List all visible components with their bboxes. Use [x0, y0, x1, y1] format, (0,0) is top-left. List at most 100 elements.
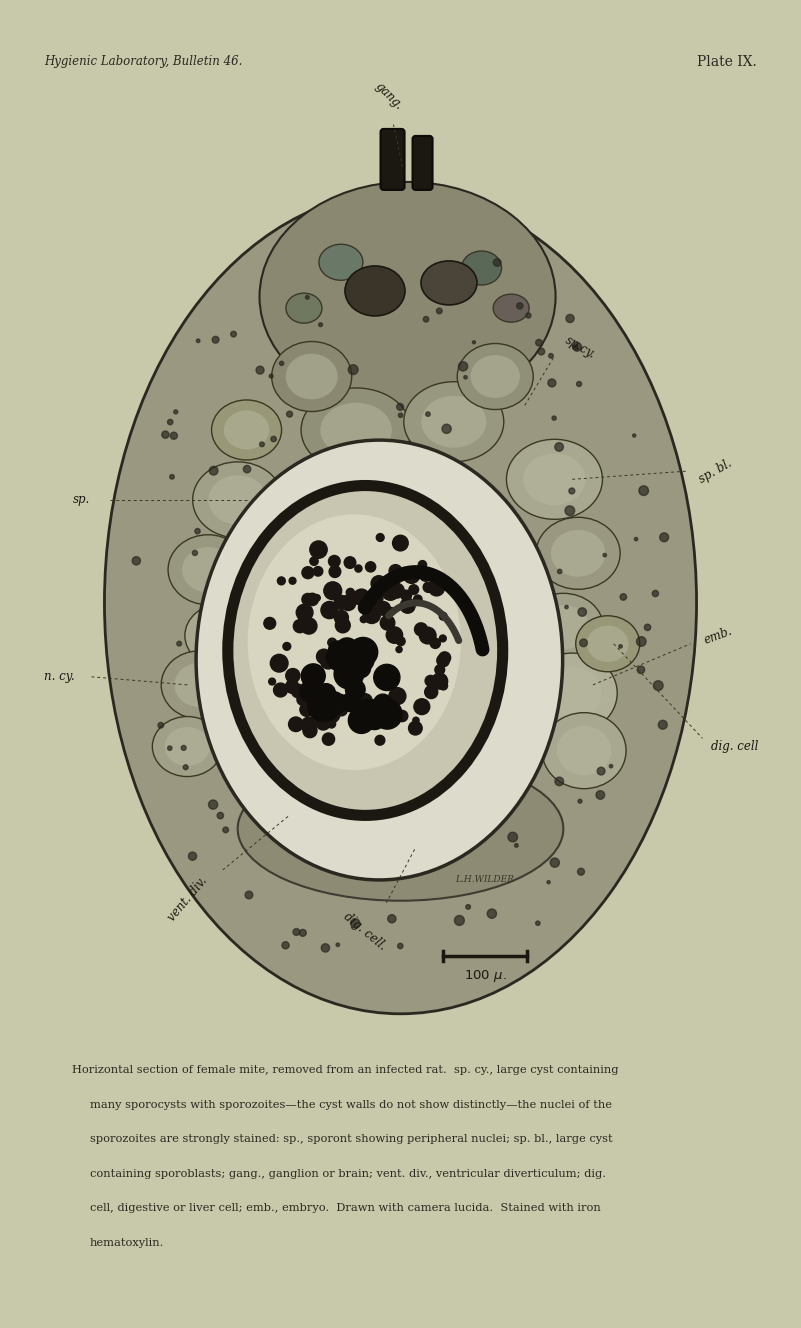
Circle shape	[376, 534, 384, 542]
Circle shape	[376, 701, 390, 716]
Circle shape	[652, 591, 658, 596]
Circle shape	[414, 699, 430, 714]
Circle shape	[573, 343, 582, 351]
Circle shape	[548, 378, 556, 386]
Ellipse shape	[223, 410, 269, 449]
Circle shape	[526, 313, 531, 317]
Circle shape	[293, 928, 300, 935]
Circle shape	[305, 296, 309, 299]
Ellipse shape	[301, 388, 411, 471]
Circle shape	[418, 560, 427, 568]
Circle shape	[493, 259, 501, 267]
Circle shape	[334, 611, 348, 624]
Circle shape	[322, 733, 335, 745]
Circle shape	[244, 465, 251, 473]
Text: dig. cell: dig. cell	[711, 740, 759, 753]
Ellipse shape	[164, 726, 210, 766]
Circle shape	[389, 583, 405, 598]
Circle shape	[303, 724, 317, 737]
Circle shape	[566, 315, 574, 323]
Circle shape	[439, 612, 447, 620]
Circle shape	[420, 571, 431, 582]
Circle shape	[297, 693, 308, 705]
Text: sp. bl.: sp. bl.	[697, 457, 735, 486]
Circle shape	[286, 668, 300, 683]
Circle shape	[338, 695, 345, 701]
Circle shape	[658, 720, 667, 729]
Circle shape	[565, 606, 568, 608]
Circle shape	[555, 442, 563, 452]
Circle shape	[517, 303, 523, 309]
Ellipse shape	[193, 462, 283, 538]
Ellipse shape	[457, 344, 533, 409]
Circle shape	[356, 661, 363, 668]
Circle shape	[373, 695, 392, 713]
Circle shape	[435, 665, 445, 675]
Ellipse shape	[238, 757, 563, 900]
Ellipse shape	[104, 191, 697, 1013]
Text: Horizontal section of female mite, removed from an infected rat.  sp. cy., large: Horizontal section of female mite, remov…	[72, 1065, 618, 1076]
Circle shape	[357, 693, 372, 708]
Circle shape	[439, 681, 448, 691]
Ellipse shape	[527, 653, 618, 733]
Circle shape	[351, 919, 360, 928]
Circle shape	[425, 676, 436, 687]
Ellipse shape	[345, 266, 405, 316]
Circle shape	[363, 606, 380, 623]
Circle shape	[271, 437, 276, 442]
Text: Hygienic Laboratory, Bulletin 46.: Hygienic Laboratory, Bulletin 46.	[44, 56, 243, 68]
Circle shape	[341, 655, 357, 672]
Ellipse shape	[542, 713, 626, 789]
Ellipse shape	[506, 440, 602, 519]
Circle shape	[619, 644, 622, 648]
Ellipse shape	[587, 625, 629, 661]
Circle shape	[397, 943, 403, 948]
Ellipse shape	[185, 603, 261, 668]
Circle shape	[634, 538, 638, 540]
Circle shape	[356, 700, 378, 721]
Circle shape	[353, 590, 369, 606]
Ellipse shape	[404, 381, 504, 462]
Circle shape	[637, 636, 646, 647]
Circle shape	[398, 413, 403, 417]
Circle shape	[536, 922, 540, 926]
Circle shape	[429, 580, 445, 596]
Circle shape	[420, 627, 436, 644]
FancyBboxPatch shape	[413, 135, 433, 190]
Text: sp.: sp.	[72, 494, 90, 506]
Circle shape	[162, 432, 169, 438]
Circle shape	[362, 647, 376, 661]
Circle shape	[360, 616, 367, 623]
Ellipse shape	[286, 293, 322, 323]
Ellipse shape	[175, 663, 224, 706]
Circle shape	[578, 799, 582, 803]
Circle shape	[580, 639, 587, 647]
Circle shape	[577, 381, 582, 386]
Circle shape	[320, 653, 336, 669]
Circle shape	[231, 331, 236, 337]
Circle shape	[396, 710, 408, 721]
Circle shape	[268, 679, 276, 685]
Circle shape	[473, 341, 476, 344]
Circle shape	[313, 567, 323, 576]
Circle shape	[549, 353, 553, 359]
Circle shape	[415, 623, 428, 636]
Circle shape	[300, 680, 324, 703]
Text: gang.: gang.	[372, 80, 405, 113]
Circle shape	[454, 915, 465, 926]
Text: many sporocysts with sporozoites—the cyst walls do not show distinctly—the nucle: many sporocysts with sporozoites—the cys…	[90, 1100, 612, 1110]
Circle shape	[303, 685, 320, 703]
Circle shape	[639, 486, 649, 495]
Circle shape	[334, 595, 348, 610]
Circle shape	[603, 554, 606, 556]
Circle shape	[437, 655, 449, 667]
Circle shape	[365, 562, 376, 572]
Circle shape	[167, 420, 173, 425]
Circle shape	[181, 745, 186, 750]
Circle shape	[264, 618, 276, 629]
Circle shape	[316, 709, 324, 717]
Circle shape	[334, 659, 364, 689]
Circle shape	[352, 648, 359, 653]
Circle shape	[378, 673, 387, 683]
Circle shape	[388, 915, 396, 923]
